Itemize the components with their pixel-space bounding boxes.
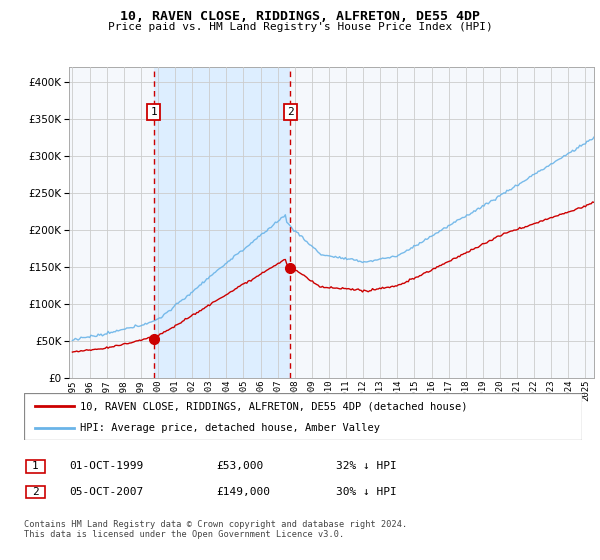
Text: 2: 2: [287, 108, 294, 117]
Text: 2: 2: [32, 487, 39, 497]
Text: Contains HM Land Registry data © Crown copyright and database right 2024.
This d: Contains HM Land Registry data © Crown c…: [24, 520, 407, 539]
Text: 05-OCT-2007: 05-OCT-2007: [69, 487, 143, 497]
Bar: [26, 486, 45, 498]
Text: 30% ↓ HPI: 30% ↓ HPI: [336, 487, 397, 497]
Bar: [154, 67, 290, 378]
Text: 10, RAVEN CLOSE, RIDDINGS, ALFRETON, DE55 4DP: 10, RAVEN CLOSE, RIDDINGS, ALFRETON, DE5…: [120, 10, 480, 23]
Text: Price paid vs. HM Land Registry's House Price Index (HPI): Price paid vs. HM Land Registry's House …: [107, 22, 493, 32]
Text: 1: 1: [32, 461, 39, 472]
Text: £53,000: £53,000: [216, 461, 263, 472]
Text: 32% ↓ HPI: 32% ↓ HPI: [336, 461, 397, 472]
Bar: [26, 460, 45, 473]
Text: 01-OCT-1999: 01-OCT-1999: [69, 461, 143, 472]
Text: 10, RAVEN CLOSE, RIDDINGS, ALFRETON, DE55 4DP (detached house): 10, RAVEN CLOSE, RIDDINGS, ALFRETON, DE5…: [80, 401, 467, 411]
Text: HPI: Average price, detached house, Amber Valley: HPI: Average price, detached house, Ambe…: [80, 422, 380, 432]
Text: £149,000: £149,000: [216, 487, 270, 497]
Text: 1: 1: [150, 108, 157, 117]
